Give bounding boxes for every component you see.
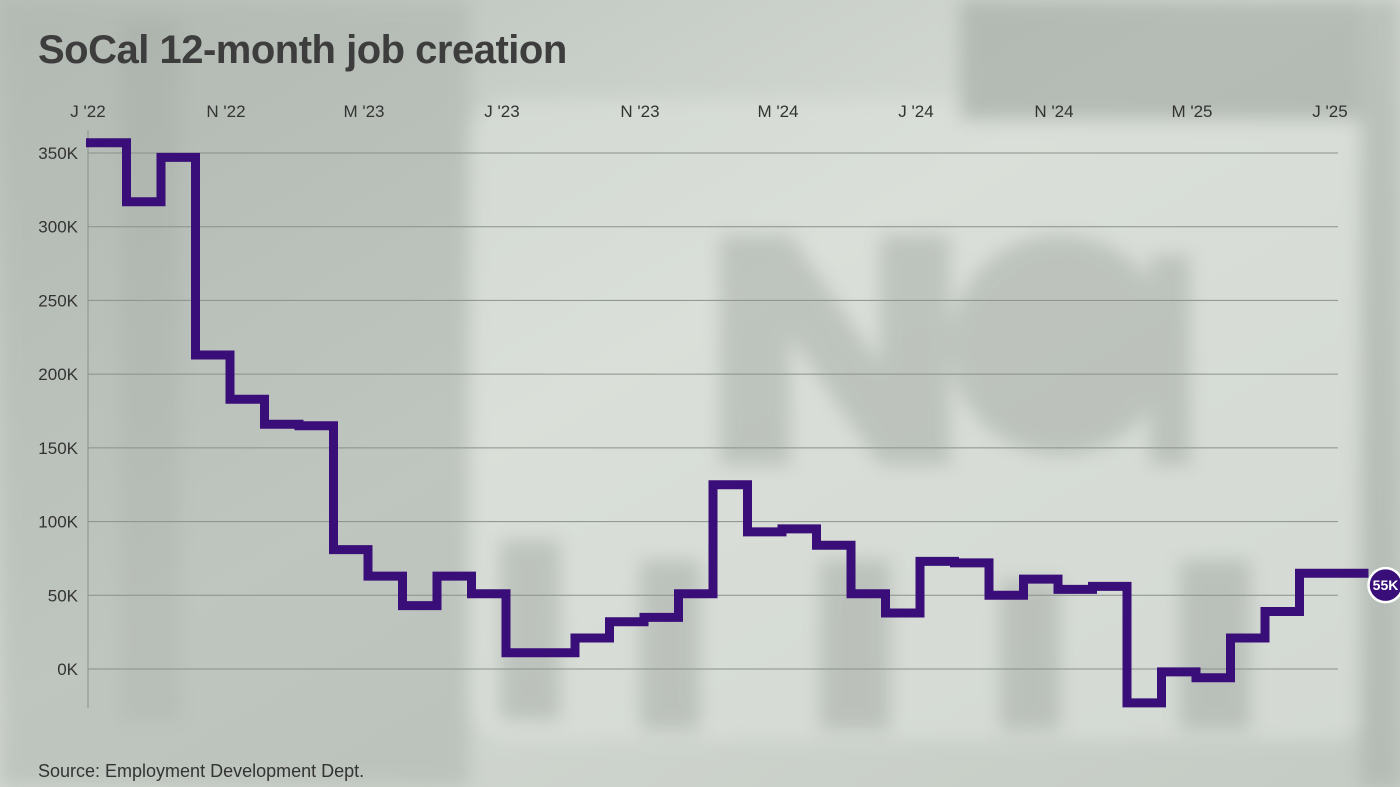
y-tick-label: 0K xyxy=(57,660,78,679)
y-tick-label: 100K xyxy=(38,513,78,532)
x-tick-label: N '22 xyxy=(206,102,245,121)
x-axis-tick-labels: J '22 N '22 M '23 J '23 N '23 M '24 J '24 N '24… xyxy=(70,102,1347,121)
y-axis-tick-labels: 350K 300K 250K 200K 150K 100K 50K 0K xyxy=(38,144,78,679)
x-tick-label: J '25 xyxy=(1312,102,1347,121)
y-tick-label: 250K xyxy=(38,291,78,310)
job-creation-series xyxy=(86,138,1369,708)
chart-title: SoCal 12-month job creation xyxy=(38,28,567,72)
x-tick-label: N '23 xyxy=(620,102,659,121)
x-tick-label: J '23 xyxy=(484,102,519,121)
series-line xyxy=(86,138,1369,708)
x-tick-label: M '24 xyxy=(757,102,798,121)
last-value-badge: 55K xyxy=(1367,566,1400,604)
last-value-label: 55K xyxy=(1373,577,1399,593)
x-tick-label: J '24 xyxy=(898,102,933,121)
y-tick-label: 200K xyxy=(38,365,78,384)
last-value-badge-circle xyxy=(1367,566,1400,604)
y-tick-label: 300K xyxy=(38,218,78,237)
source-note: Source: Employment Development Dept. xyxy=(38,761,365,781)
y-tick-label: 350K xyxy=(38,144,78,163)
x-tick-label: J '22 xyxy=(70,102,105,121)
x-tick-label: M '25 xyxy=(1171,102,1212,121)
x-tick-label: M '23 xyxy=(343,102,384,121)
y-tick-label: 50K xyxy=(48,586,79,605)
y-tick-label: 150K xyxy=(38,439,78,458)
x-tick-label: N '24 xyxy=(1034,102,1073,121)
gridlines xyxy=(88,152,1338,670)
